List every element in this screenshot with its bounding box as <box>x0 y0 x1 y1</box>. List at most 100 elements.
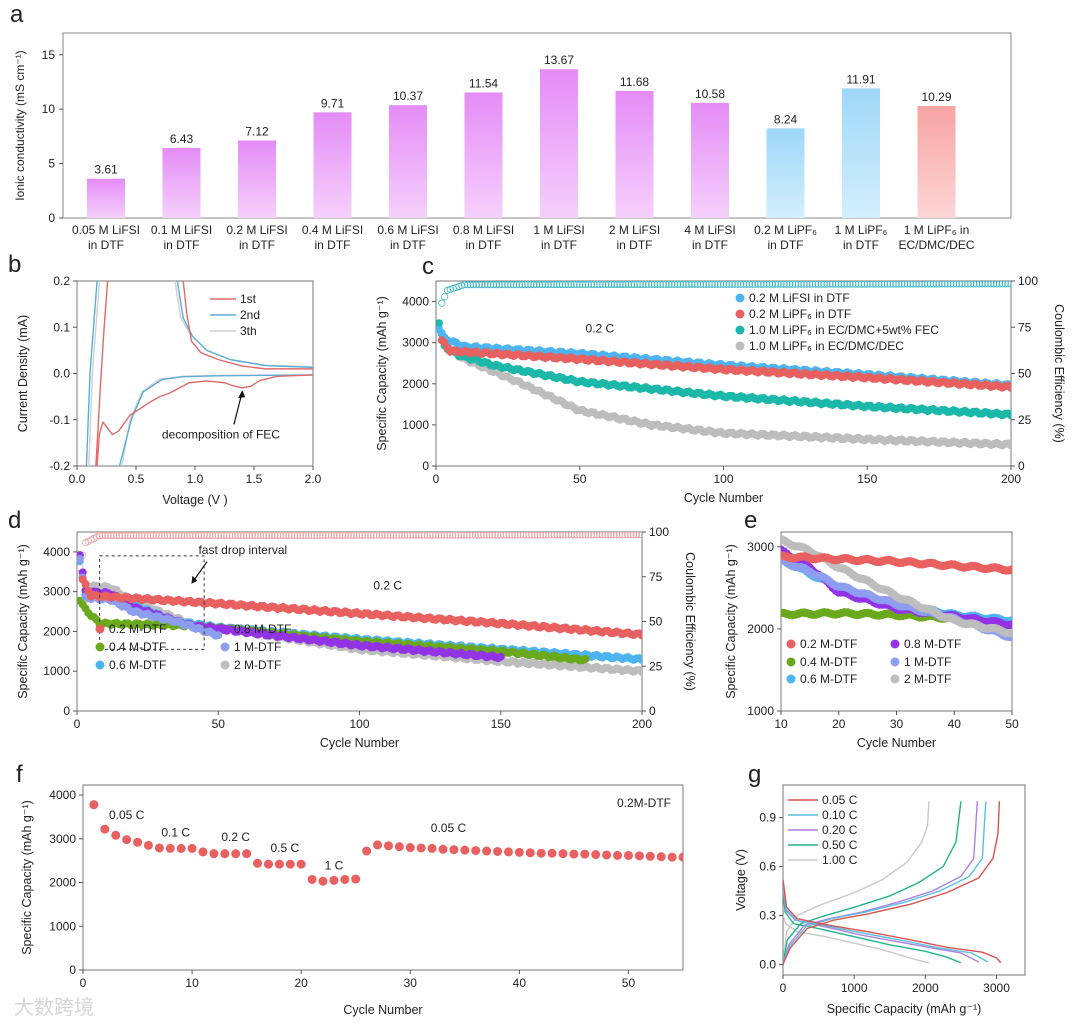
x-axis-label: Cycle Number <box>857 736 936 750</box>
ce-marker <box>466 281 475 289</box>
ce-marker <box>656 281 664 288</box>
data-marker <box>471 846 481 856</box>
ce-marker <box>820 281 828 288</box>
ce-marker <box>245 532 253 539</box>
x-category-label: 4 M LiFSI <box>684 223 735 237</box>
ce-marker <box>895 281 903 288</box>
ce-marker <box>688 281 696 288</box>
bar-value-label: 11.54 <box>469 76 498 90</box>
ce-marker <box>638 532 642 539</box>
ce-marker <box>472 281 480 289</box>
x-tick-label: 50 <box>622 976 636 990</box>
ce-marker <box>155 532 163 540</box>
ce-marker <box>347 532 355 539</box>
data-marker <box>580 849 590 859</box>
ce-marker <box>511 532 519 539</box>
data-marker <box>638 656 642 665</box>
rate-label: 1 C <box>325 858 344 872</box>
legend-label: 1.0 M LiPF₆ in EC/DMC+5wt% FEC <box>749 323 939 337</box>
ce-marker <box>166 532 174 540</box>
x-category-label: 0.1 M LiFSI <box>151 223 212 237</box>
x-category-label: in DTF <box>164 238 200 252</box>
ce-marker <box>514 532 522 539</box>
ce-marker <box>728 281 736 288</box>
data-marker <box>329 875 339 885</box>
ce-marker <box>584 532 592 539</box>
legend-label: 1.0 M LiPF₆ in EC/DMC/DEC <box>749 339 904 353</box>
series-layer <box>783 801 1002 965</box>
ce-marker <box>338 532 347 539</box>
ce-marker <box>857 281 866 288</box>
watermark: 大数跨境 <box>14 996 94 1019</box>
ce-marker <box>544 281 552 289</box>
ce-marker <box>722 281 730 288</box>
ce-marker <box>650 281 659 288</box>
series-line-2nd <box>176 281 313 369</box>
ce-marker <box>279 532 287 539</box>
series-line-3th <box>121 374 313 466</box>
data-marker <box>100 824 110 834</box>
ce-marker <box>175 532 183 540</box>
ce-marker <box>826 281 834 288</box>
y-tick-label: 0 <box>69 963 76 977</box>
ce-marker <box>129 532 138 540</box>
ce-marker <box>132 532 140 540</box>
legend-marker <box>220 642 230 652</box>
ce-marker <box>768 281 776 288</box>
ce-marker <box>535 281 544 289</box>
x-tick-label: 100 <box>713 472 733 486</box>
ce-marker <box>524 281 532 289</box>
data-marker <box>89 800 99 810</box>
series-line-0-10-C <box>783 882 989 963</box>
ce-marker <box>570 281 578 289</box>
ce-marker <box>615 532 623 539</box>
y-tick-label: 0 <box>48 211 55 225</box>
data-marker <box>638 668 642 677</box>
ce-marker <box>550 281 558 289</box>
ce-marker <box>381 532 389 539</box>
panel-a-bar-chart: 0 5 10 15 Ionic conductivity (mS cm⁻¹) a 3.61 0… <box>10 1 1012 252</box>
legend-marker <box>735 325 745 335</box>
ce-marker <box>671 281 679 288</box>
rate-label: 0.1 C <box>161 826 190 840</box>
ce-marker <box>711 281 719 288</box>
ce-marker <box>542 532 550 539</box>
y-tick-label: 3000 <box>747 540 774 554</box>
bar <box>87 178 125 218</box>
ce-marker <box>533 281 541 289</box>
data-marker <box>656 852 666 862</box>
legend-label: 1.00 C <box>822 853 858 867</box>
ce-marker <box>604 532 612 539</box>
ce-marker <box>949 281 958 288</box>
ce-marker <box>556 281 564 289</box>
panel-label: e <box>744 507 757 534</box>
legend-marker <box>95 660 105 670</box>
data-marker <box>285 859 295 869</box>
ce-marker <box>553 281 561 289</box>
bar <box>540 69 578 218</box>
bar <box>842 88 880 218</box>
ce-marker <box>316 532 324 539</box>
ce-marker <box>118 532 126 540</box>
ce-marker <box>386 532 395 539</box>
legend-marker <box>786 657 796 667</box>
ce-marker <box>545 532 553 539</box>
ce-marker <box>872 281 880 288</box>
ce-marker <box>840 281 848 288</box>
series-line-0-05-C <box>783 801 1001 965</box>
data-marker <box>602 850 612 860</box>
x-category-label: 0.05 M LiFSI <box>72 223 140 237</box>
ce-marker <box>558 281 567 289</box>
legend-label: 2 M-DTF <box>904 672 951 686</box>
bar <box>238 140 276 218</box>
y-tick-label: 4000 <box>43 545 70 559</box>
series-line-0-10-C <box>783 801 987 965</box>
ce-marker <box>259 532 268 539</box>
x-category-label: EC/DMC/DEC <box>898 238 974 252</box>
ce-marker <box>461 281 469 289</box>
x-tick-label: 200 <box>632 717 652 731</box>
ce-marker <box>146 532 155 540</box>
ce-marker <box>533 532 542 539</box>
ce-marker <box>451 532 460 539</box>
ce-marker <box>760 281 768 288</box>
